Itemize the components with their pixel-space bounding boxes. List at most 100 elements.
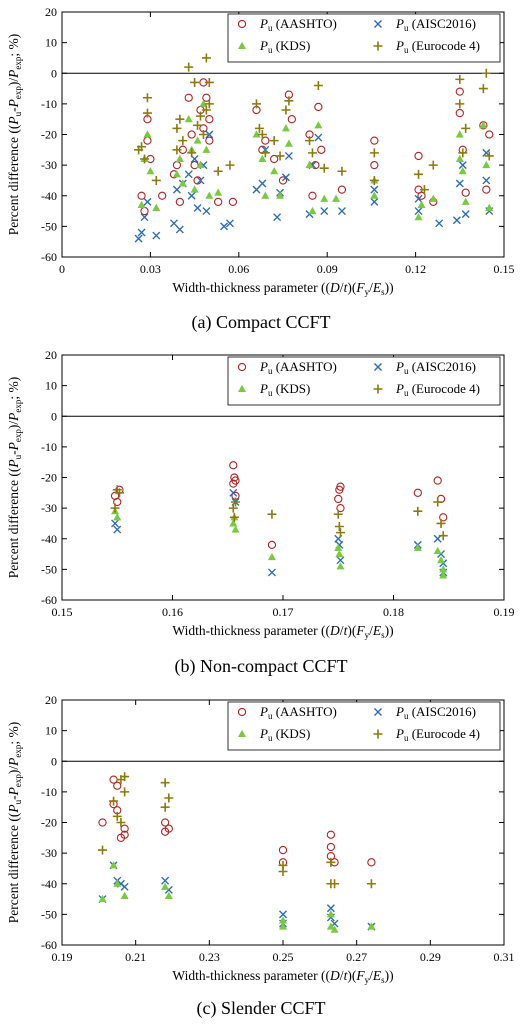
x-tick-label: 0.12: [405, 262, 426, 276]
data-point: [334, 494, 343, 504]
y-tick-label: 0: [51, 66, 57, 80]
legend-marker-aashto: [237, 362, 247, 372]
x-tick-label: 0.29: [420, 950, 441, 964]
data-point: [193, 120, 203, 130]
data-point: [178, 179, 187, 187]
data-point: [161, 876, 170, 885]
data-point: [143, 130, 152, 138]
data-point: [478, 84, 488, 94]
data-point: [164, 793, 174, 803]
data-point: [275, 151, 285, 161]
data-point: [187, 148, 197, 158]
data-point: [414, 212, 423, 221]
data-point: [279, 910, 287, 919]
data-point: [307, 148, 317, 158]
data-point: [336, 556, 345, 565]
y-tick-label: -60: [41, 593, 57, 607]
data-point: [204, 99, 214, 109]
data-point: [479, 121, 488, 129]
y-tick-label: -40: [41, 877, 57, 891]
y-tick-label: -50: [41, 907, 57, 921]
data-point: [326, 842, 336, 852]
y-tick-label: -30: [41, 846, 57, 860]
data-point: [314, 133, 323, 142]
data-point: [98, 845, 108, 855]
data-point: [202, 145, 211, 153]
series-euro: [98, 772, 376, 889]
data-point: [98, 894, 107, 903]
y-tick-label: -20: [41, 128, 57, 142]
series-euro: [110, 485, 448, 541]
y-tick-label: 10: [45, 36, 57, 50]
data-point: [281, 105, 291, 115]
y-tick-label: -10: [41, 440, 57, 454]
y-tick-label: -10: [41, 785, 57, 799]
data-point: [205, 136, 214, 145]
data-point: [187, 130, 196, 139]
legend-label-kds: Pu (KDS): [259, 381, 310, 398]
data-point: [308, 206, 317, 215]
y-tick-label: -40: [41, 189, 57, 203]
data-point: [175, 154, 184, 162]
data-point: [252, 130, 261, 138]
data-point: [337, 166, 347, 176]
data-point: [417, 200, 426, 208]
data-point: [175, 197, 185, 207]
y-tick-label: -40: [41, 532, 57, 546]
x-tick-label: 0.16: [162, 605, 183, 619]
data-point: [112, 811, 122, 821]
x-tick-label: 0.09: [317, 262, 338, 276]
data-point: [417, 191, 426, 200]
data-point: [252, 185, 261, 194]
data-point: [201, 105, 211, 115]
data-point: [175, 225, 184, 234]
data-point: [337, 185, 347, 194]
data-point: [413, 506, 423, 516]
data-point: [261, 136, 270, 145]
legend-box: [227, 356, 501, 406]
data-point: [438, 531, 448, 541]
y-tick-label: -60: [41, 250, 57, 264]
data-point: [184, 93, 193, 102]
data-point: [320, 207, 329, 216]
y-tick-label: -10: [41, 97, 57, 111]
y-tick-label: -20: [41, 471, 57, 485]
data-point: [258, 154, 267, 162]
y-tick-label: 20: [45, 693, 57, 707]
data-point: [195, 111, 205, 121]
y-tick-label: 10: [45, 724, 57, 738]
data-point: [452, 216, 461, 225]
data-point: [205, 115, 214, 124]
data-point: [260, 148, 270, 158]
x-tick-label: 0.03: [140, 262, 161, 276]
x-tick-label: 0.25: [273, 950, 294, 964]
data-point: [414, 194, 423, 203]
data-point: [172, 123, 182, 133]
data-point: [370, 197, 379, 206]
data-point: [229, 461, 238, 470]
legend-label-aisc: Pu (AISC2016): [395, 704, 476, 721]
data-point: [482, 185, 491, 194]
data-point: [113, 497, 122, 507]
data-point: [146, 167, 155, 175]
series-aisc: [98, 861, 376, 931]
data-point: [369, 148, 379, 158]
data-point: [455, 74, 465, 84]
legend-label-kds: Pu (KDS): [259, 38, 310, 55]
data-point: [485, 130, 494, 139]
data-point: [335, 528, 345, 538]
data-point: [175, 114, 185, 124]
data-point: [220, 222, 229, 231]
legend-marker-aisc: [374, 708, 382, 716]
data-point: [439, 571, 448, 579]
chart-caption-slender: (c) Slender CCFT: [196, 998, 326, 1018]
legend-marker-euro: [373, 729, 383, 739]
data-point: [367, 858, 376, 867]
data-point: [193, 136, 202, 144]
data-point: [284, 96, 294, 106]
data-point: [414, 169, 424, 179]
data-point: [158, 191, 167, 200]
data-point: [330, 879, 340, 889]
data-point: [267, 552, 276, 561]
data-point: [184, 114, 193, 123]
